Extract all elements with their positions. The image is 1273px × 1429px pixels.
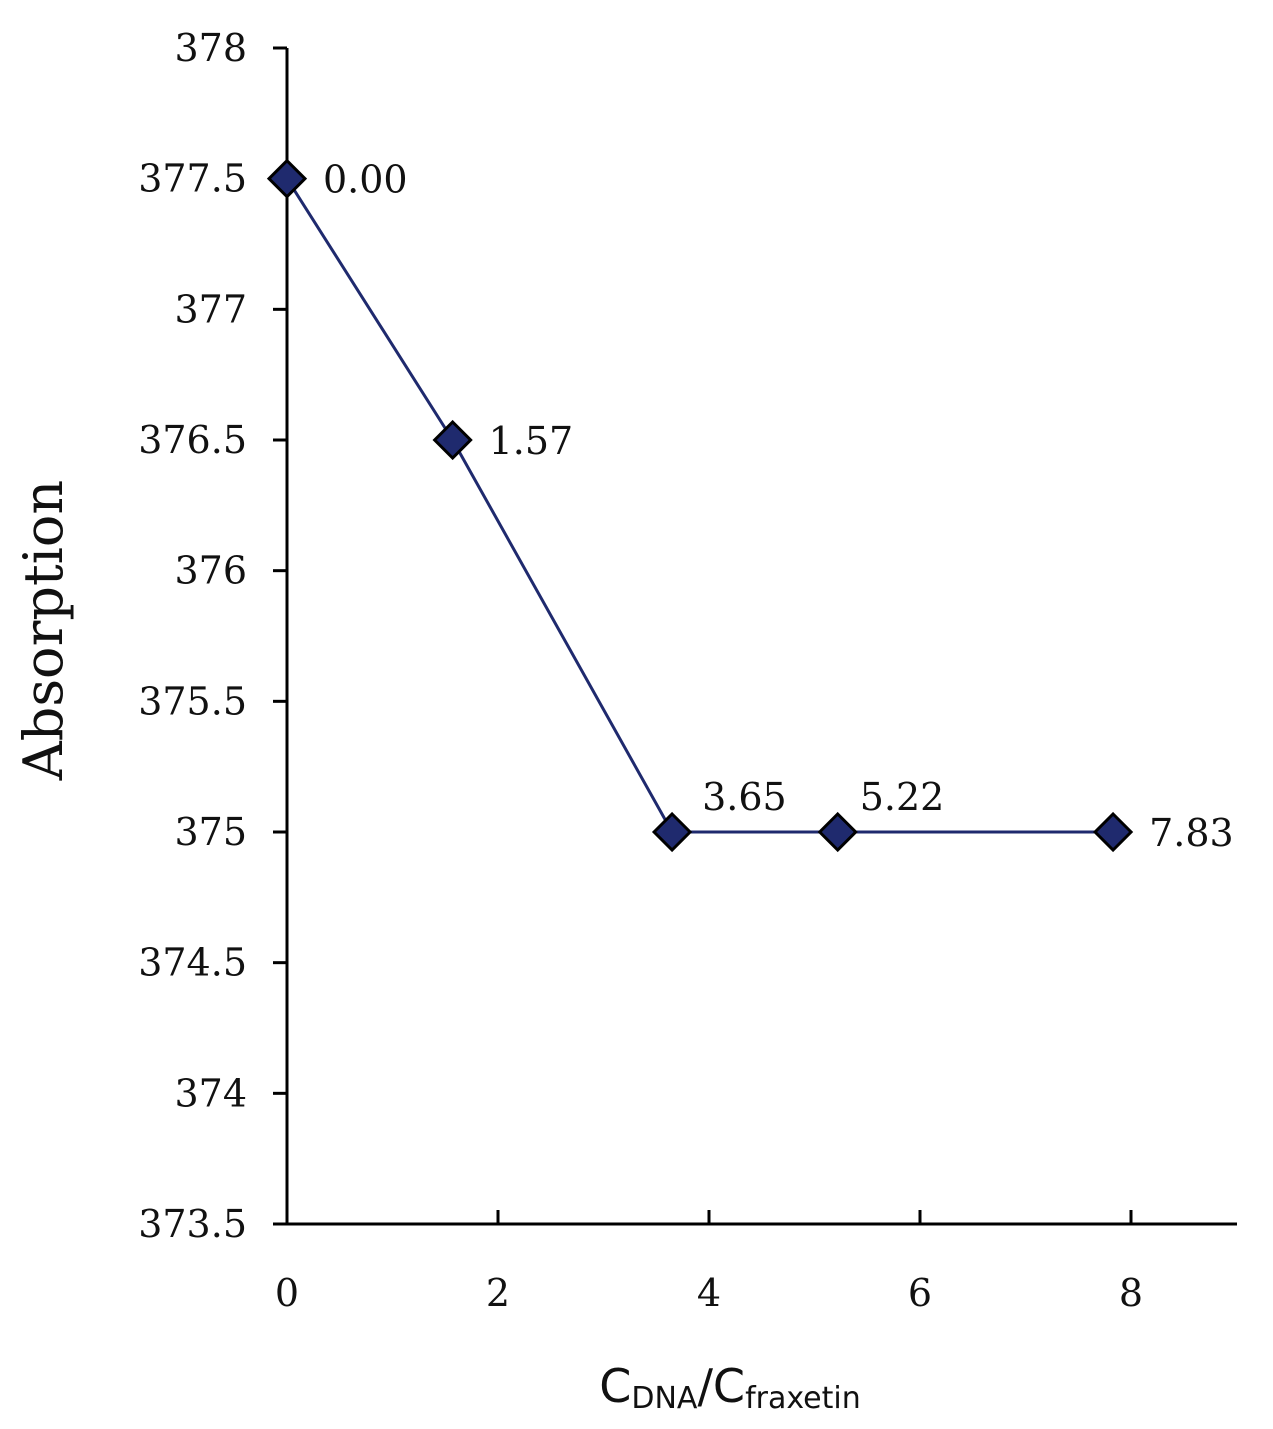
x-axis-label-separator: /C (697, 1359, 745, 1413)
y-tick-label: 373.5 (138, 1202, 247, 1246)
data-label: 7.83 (1149, 811, 1234, 855)
x-tick-label: 0 (275, 1271, 299, 1315)
y-tick-label: 374.5 (138, 941, 247, 985)
x-axis-label-sub-dna: DNA (631, 1381, 698, 1416)
data-label: 5.22 (860, 775, 945, 819)
y-tick-label: 374 (174, 1071, 247, 1115)
y-tick-label: 378 (174, 26, 247, 70)
x-axis-label-sub-fraxetin: fraxetin (745, 1381, 861, 1416)
series-group: 0.00 1.57 3.65 5.22 7.83 (266, 158, 1234, 855)
data-point-marker (651, 811, 693, 853)
data-label: 1.57 (489, 419, 574, 463)
data-label: 0.00 (323, 158, 408, 202)
series-line (285, 177, 1114, 834)
data-point-marker (432, 419, 473, 461)
y-tick-label: 375 (174, 810, 247, 854)
y-tick-label: 377 (174, 287, 247, 331)
x-axis-label: CDNA/Cfraxetin (599, 1359, 861, 1416)
x-axis-ticks: 0 2 4 6 8 (275, 1210, 1143, 1315)
y-tick-label: 377.5 (138, 157, 247, 201)
data-point-marker (266, 158, 308, 199)
x-tick-label: 4 (697, 1271, 721, 1315)
data-label: 3.65 (702, 775, 787, 819)
x-tick-label: 8 (1119, 1271, 1143, 1315)
y-axis-ticks: 373.5 374 374.5 375 375.5 376 376.5 377 377.5 378 (138, 26, 287, 1246)
y-tick-label: 376.5 (138, 418, 247, 462)
x-tick-label: 6 (908, 1271, 932, 1315)
y-axis-label: Absorption (12, 480, 75, 781)
y-tick-label: 375.5 (138, 679, 247, 723)
data-point-marker (817, 811, 858, 853)
data-point-marker (1092, 811, 1134, 853)
x-axis-label-c1: C (599, 1359, 631, 1413)
x-tick-label: 2 (486, 1271, 510, 1315)
y-tick-label: 376 (174, 549, 247, 593)
